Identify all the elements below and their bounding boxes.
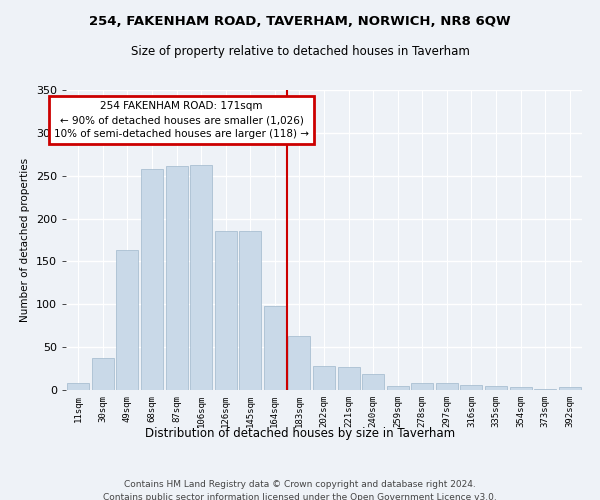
Y-axis label: Number of detached properties: Number of detached properties	[20, 158, 30, 322]
Text: Contains HM Land Registry data © Crown copyright and database right 2024.: Contains HM Land Registry data © Crown c…	[124, 480, 476, 489]
Text: 254 FAKENHAM ROAD: 171sqm
← 90% of detached houses are smaller (1,026)
10% of se: 254 FAKENHAM ROAD: 171sqm ← 90% of detac…	[54, 101, 309, 139]
Bar	[411, 383, 433, 390]
Bar	[338, 367, 359, 390]
Bar	[92, 358, 114, 390]
Bar	[460, 385, 482, 390]
Bar	[141, 169, 163, 390]
Bar	[289, 336, 310, 390]
Bar	[559, 388, 581, 390]
Bar	[166, 166, 188, 390]
Bar	[534, 389, 556, 390]
Text: Size of property relative to detached houses in Taverham: Size of property relative to detached ho…	[131, 45, 469, 58]
Text: 254, FAKENHAM ROAD, TAVERHAM, NORWICH, NR8 6QW: 254, FAKENHAM ROAD, TAVERHAM, NORWICH, N…	[89, 15, 511, 28]
Bar	[67, 383, 89, 390]
Bar	[116, 250, 139, 390]
Bar	[239, 232, 262, 390]
Text: Contains public sector information licensed under the Open Government Licence v3: Contains public sector information licen…	[103, 492, 497, 500]
Bar	[313, 366, 335, 390]
Bar	[386, 386, 409, 390]
Bar	[190, 164, 212, 390]
Bar	[362, 374, 384, 390]
Text: Distribution of detached houses by size in Taverham: Distribution of detached houses by size …	[145, 428, 455, 440]
Bar	[485, 386, 507, 390]
Bar	[509, 388, 532, 390]
Bar	[264, 306, 286, 390]
Bar	[215, 232, 237, 390]
Bar	[436, 383, 458, 390]
